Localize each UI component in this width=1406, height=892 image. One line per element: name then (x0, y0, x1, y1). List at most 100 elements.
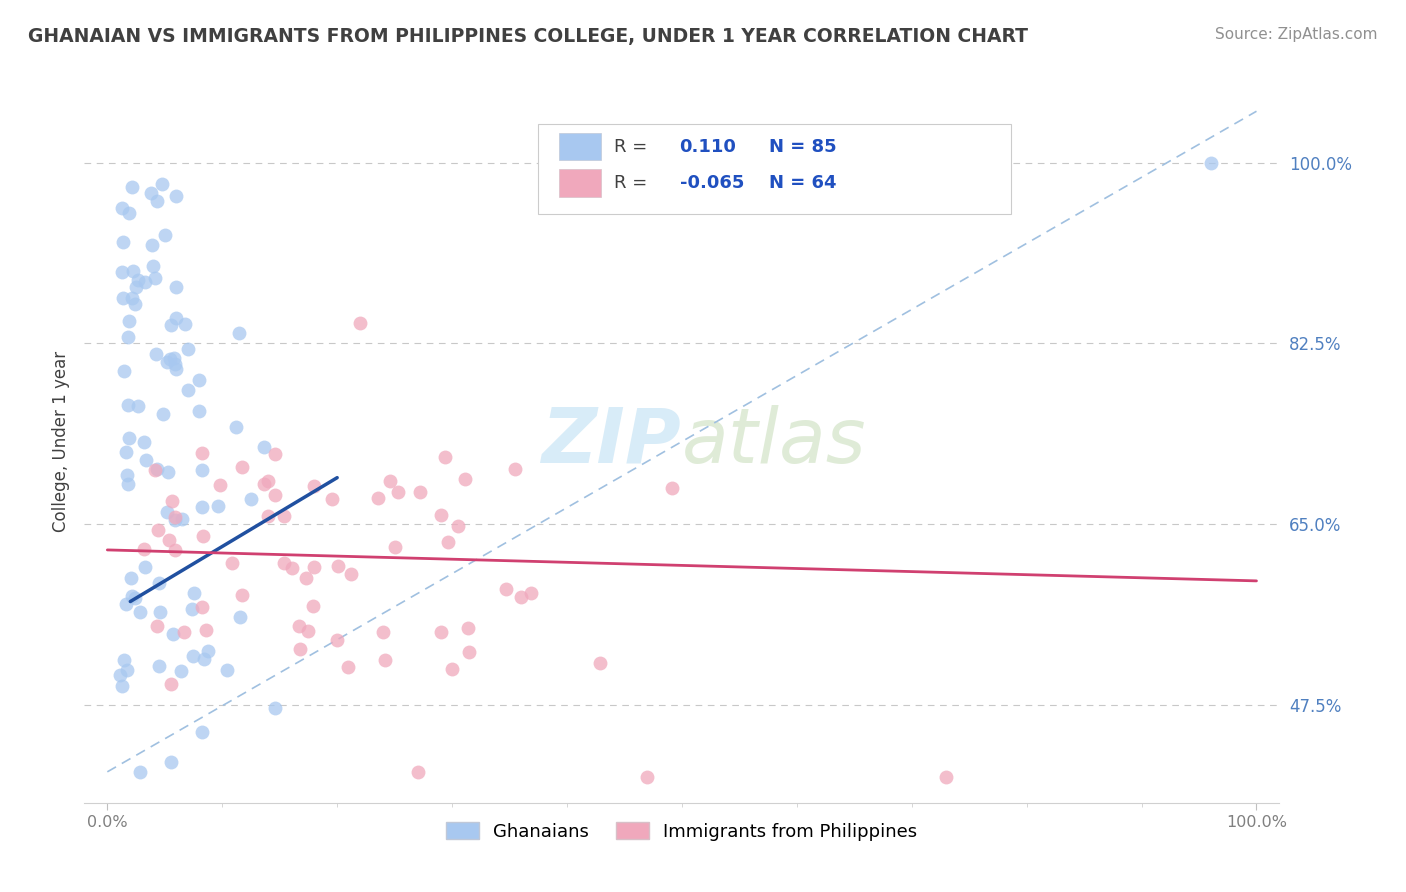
Point (228, 610, 250, 624)
Point (264, 488, 287, 502)
Point (207, 500, 229, 514)
Point (165, 362, 187, 376)
Point (112, 364, 135, 378)
Point (221, 556, 243, 570)
Point (263, 447, 285, 461)
Point (162, 627, 184, 641)
FancyBboxPatch shape (558, 133, 600, 161)
Point (121, 179, 143, 194)
Legend: Ghanaians, Immigrants from Philippines: Ghanaians, Immigrants from Philippines (439, 815, 925, 848)
Point (134, 560, 156, 574)
Point (520, 585, 543, 599)
Point (146, 523, 169, 537)
Text: GHANAIAN VS IMMIGRANTS FROM PHILIPPINES COLLEGE, UNDER 1 YEAR CORRELATION CHART: GHANAIAN VS IMMIGRANTS FROM PHILIPPINES … (28, 27, 1028, 45)
Point (371, 624, 394, 639)
Point (661, 481, 683, 495)
Point (297, 624, 319, 638)
Point (495, 582, 517, 597)
Point (156, 355, 179, 369)
Point (124, 297, 146, 311)
Point (336, 660, 359, 674)
Point (127, 273, 149, 287)
Point (183, 586, 205, 600)
Point (190, 500, 212, 514)
Point (288, 641, 311, 656)
Text: atlas: atlas (682, 405, 866, 478)
Text: ZIP: ZIP (543, 405, 682, 478)
Point (589, 657, 612, 671)
Point (117, 330, 139, 344)
Point (111, 264, 134, 278)
Point (273, 556, 295, 570)
Point (145, 194, 167, 208)
Point (453, 473, 475, 487)
Point (253, 477, 276, 491)
Point (436, 534, 458, 549)
Point (146, 618, 169, 632)
Point (128, 764, 150, 779)
Point (326, 559, 349, 574)
FancyBboxPatch shape (558, 169, 600, 196)
Point (302, 479, 325, 493)
Point (367, 491, 389, 506)
Point (191, 446, 214, 460)
Point (406, 764, 429, 779)
Point (208, 478, 231, 492)
Point (112, 652, 135, 666)
Point (157, 533, 180, 547)
Point (118, 431, 141, 445)
Text: R =: R = (614, 137, 652, 156)
Point (162, 351, 184, 365)
Point (273, 508, 295, 523)
Point (253, 440, 276, 454)
Point (148, 575, 170, 590)
Point (111, 202, 134, 216)
Point (150, 178, 173, 192)
Point (115, 467, 138, 482)
Point (117, 477, 139, 491)
Point (153, 228, 176, 243)
Point (156, 465, 179, 479)
Point (115, 663, 138, 677)
Point (160, 318, 183, 332)
Point (288, 619, 311, 633)
Point (326, 633, 349, 648)
Point (409, 485, 432, 500)
Point (145, 347, 167, 361)
Point (156, 505, 179, 519)
Point (302, 599, 325, 613)
Point (374, 652, 396, 666)
Point (256, 474, 278, 488)
Point (121, 589, 143, 603)
Point (149, 605, 172, 619)
Text: 0.110: 0.110 (679, 137, 737, 156)
Y-axis label: College, Under 1 year: College, Under 1 year (52, 351, 70, 533)
Point (142, 259, 165, 273)
Point (1199, 156, 1222, 170)
Point (349, 316, 371, 330)
Text: N = 64: N = 64 (769, 174, 837, 192)
Point (152, 408, 174, 422)
Point (433, 450, 456, 464)
Point (125, 280, 148, 294)
Point (429, 508, 451, 522)
Point (143, 463, 166, 477)
Point (134, 275, 156, 289)
Point (191, 725, 214, 739)
Point (112, 291, 135, 305)
Point (148, 659, 170, 673)
Point (122, 263, 145, 277)
Point (118, 206, 141, 220)
Point (169, 665, 191, 679)
Point (181, 601, 204, 615)
Point (503, 462, 526, 476)
Point (441, 662, 464, 676)
Point (225, 420, 247, 434)
Point (430, 624, 453, 639)
Point (217, 663, 239, 677)
Point (188, 373, 211, 387)
Point (231, 459, 253, 474)
Point (120, 571, 142, 585)
Point (191, 599, 214, 614)
Point (170, 512, 193, 526)
